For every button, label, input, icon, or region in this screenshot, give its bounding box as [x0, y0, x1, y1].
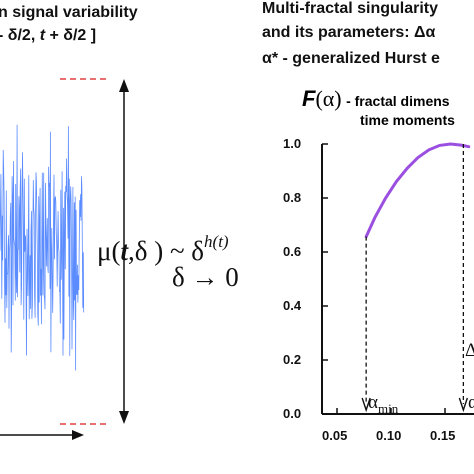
delta-alpha-fragment: Δ: [465, 340, 474, 361]
y-tick-label: 0.2: [283, 352, 302, 367]
formula-mu: μ(: [97, 236, 121, 266]
f-symbol: F: [302, 86, 316, 111]
spectrum-line: [364, 142, 471, 239]
alpha-markers: [361, 144, 469, 413]
window-arrow-head-icon: [72, 430, 84, 440]
y-tick-label: 0.0: [283, 406, 302, 421]
range-arrow-up-icon: [119, 79, 129, 92]
x-tick-label: 0.10: [376, 428, 402, 443]
x-tick-label: 0.15: [430, 428, 456, 443]
left-header-close: + δ/2 ]: [45, 27, 97, 44]
right-title-line2: and its parameters: Δα: [262, 24, 436, 41]
scaling-formula: μ(t,δ ) ~ δh(t): [97, 232, 229, 267]
f-caption-1: - fractal dimens: [346, 93, 450, 109]
left-header-t: t: [39, 27, 46, 44]
range-arrow-down-icon: [119, 411, 129, 424]
left-header-line1: n signal variability: [0, 4, 138, 21]
formula-exponent: h(t): [204, 232, 229, 251]
f-arg: (α): [315, 86, 342, 111]
alpha-star-fragment: α: [468, 392, 474, 413]
f-caption-2: time moments: [360, 112, 455, 128]
y-tick-label: 0.8: [283, 190, 302, 205]
x-tick-label: 0.05: [322, 428, 348, 443]
signal-trace: [0, 124, 85, 371]
signal-polyline: [0, 124, 85, 371]
x-tick-marks: [336, 408, 446, 414]
formula-limit: δ → 0: [172, 262, 239, 292]
alpha-min-base: α: [368, 392, 378, 413]
y-tick-label: 0.4: [283, 298, 302, 313]
f-alpha-caption: F(α) - fractal dimens: [302, 86, 450, 112]
left-header-line2: - δ/2, t + δ/2 ]: [0, 27, 96, 45]
right-title-line3: α* - generalized Hurst e: [262, 50, 440, 67]
left-header-open: - δ/2,: [0, 27, 40, 44]
y-tick-marks: [322, 143, 328, 415]
y-tick-label: 1.0: [283, 136, 302, 151]
right-title-line1: Multi-fractal singularity: [262, 0, 439, 17]
marker-arrow-icon: [361, 397, 371, 413]
alpha-min-label: αmin: [368, 392, 398, 417]
formula-delta: ,δ ) ~ δ: [127, 236, 205, 266]
y-tick-label: 0.6: [283, 244, 302, 259]
spectrum-curve: [364, 142, 471, 239]
alpha-min-sub: min: [377, 400, 399, 416]
marker-arrow-icon: [458, 397, 469, 413]
